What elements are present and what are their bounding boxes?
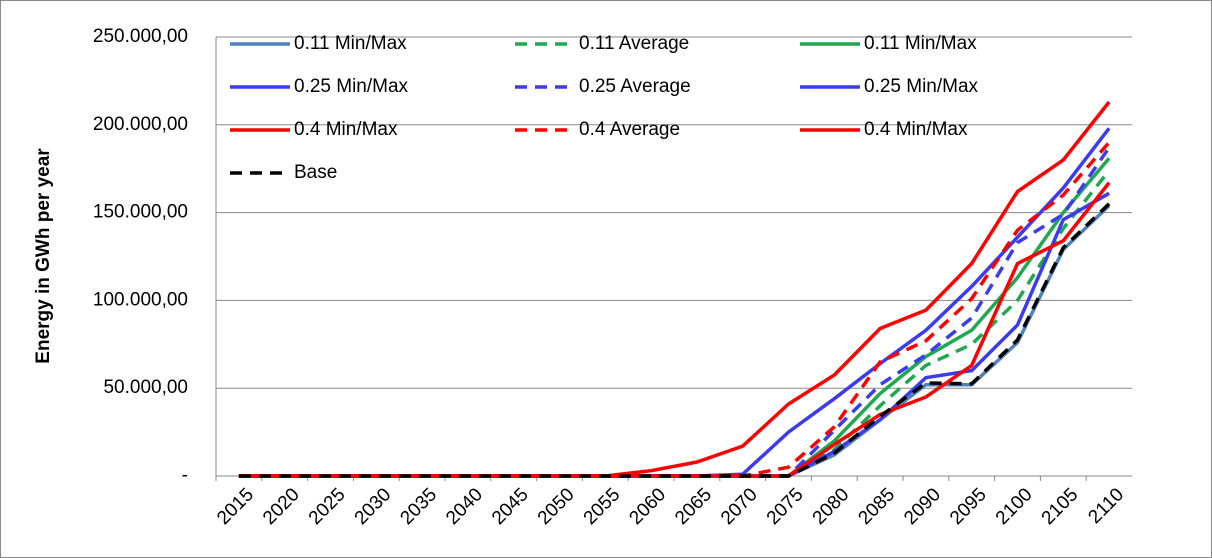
legend-label: 0.4 Min/Max	[294, 119, 398, 140]
y-tick-label: 150.000,00	[93, 202, 188, 223]
legend-label: 0.11 Min/Max	[294, 33, 407, 54]
legend-label: 0.4 Min/Max	[864, 119, 968, 140]
legend-label: 0.25 Min/Max	[864, 76, 979, 97]
legend-label: 0.4 Average	[579, 119, 680, 140]
legend-label: 0.11 Min/Max	[864, 33, 977, 54]
legend-label: 0.25 Average	[579, 76, 691, 97]
series-line	[238, 202, 1111, 478]
legend-label: 0.25 Min/Max	[294, 76, 409, 97]
y-axis-label: Energy in GWh per year	[33, 148, 54, 364]
legend-label: Base	[294, 162, 337, 183]
y-tick-label: 200.000,00	[93, 114, 188, 135]
y-tick-label: 50.000,00	[103, 377, 188, 398]
y-tick-label: 250.000,00	[93, 26, 188, 47]
y-tick-label: -	[182, 465, 188, 486]
legend-label: 0.11 Average	[579, 33, 689, 54]
y-tick-label: 100.000,00	[93, 289, 188, 310]
